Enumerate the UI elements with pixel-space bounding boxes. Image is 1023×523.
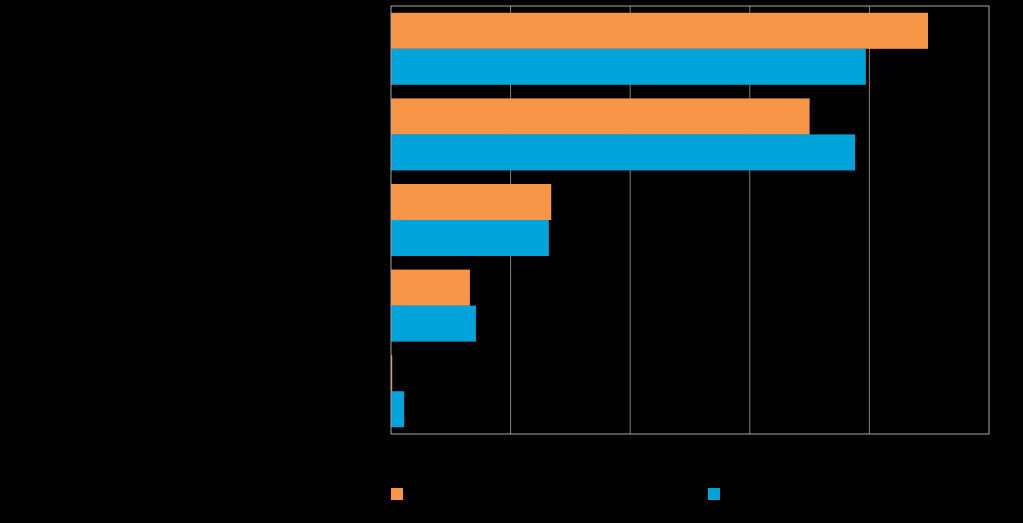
bar-layer <box>391 12 929 428</box>
bar-category-5-series-1 <box>391 355 393 392</box>
legend-item-series-2 <box>708 488 728 500</box>
legend-item-series-1 <box>391 488 411 500</box>
legend-swatch-series-2 <box>708 488 720 500</box>
plot-frame <box>390 5 990 435</box>
bar-category-3-series-1 <box>391 184 552 220</box>
bar-category-2-series-2 <box>391 134 856 171</box>
bar-category-1-series-2 <box>391 48 866 85</box>
bar-category-5-series-2 <box>391 391 405 428</box>
bar-category-2-series-1 <box>391 98 810 135</box>
bar-category-1-series-1 <box>391 12 929 49</box>
bar-category-4-series-1 <box>391 269 470 306</box>
bar-category-3-series-2 <box>391 220 549 256</box>
bar-category-4-series-2 <box>391 305 476 342</box>
legend-swatch-series-1 <box>391 488 403 500</box>
